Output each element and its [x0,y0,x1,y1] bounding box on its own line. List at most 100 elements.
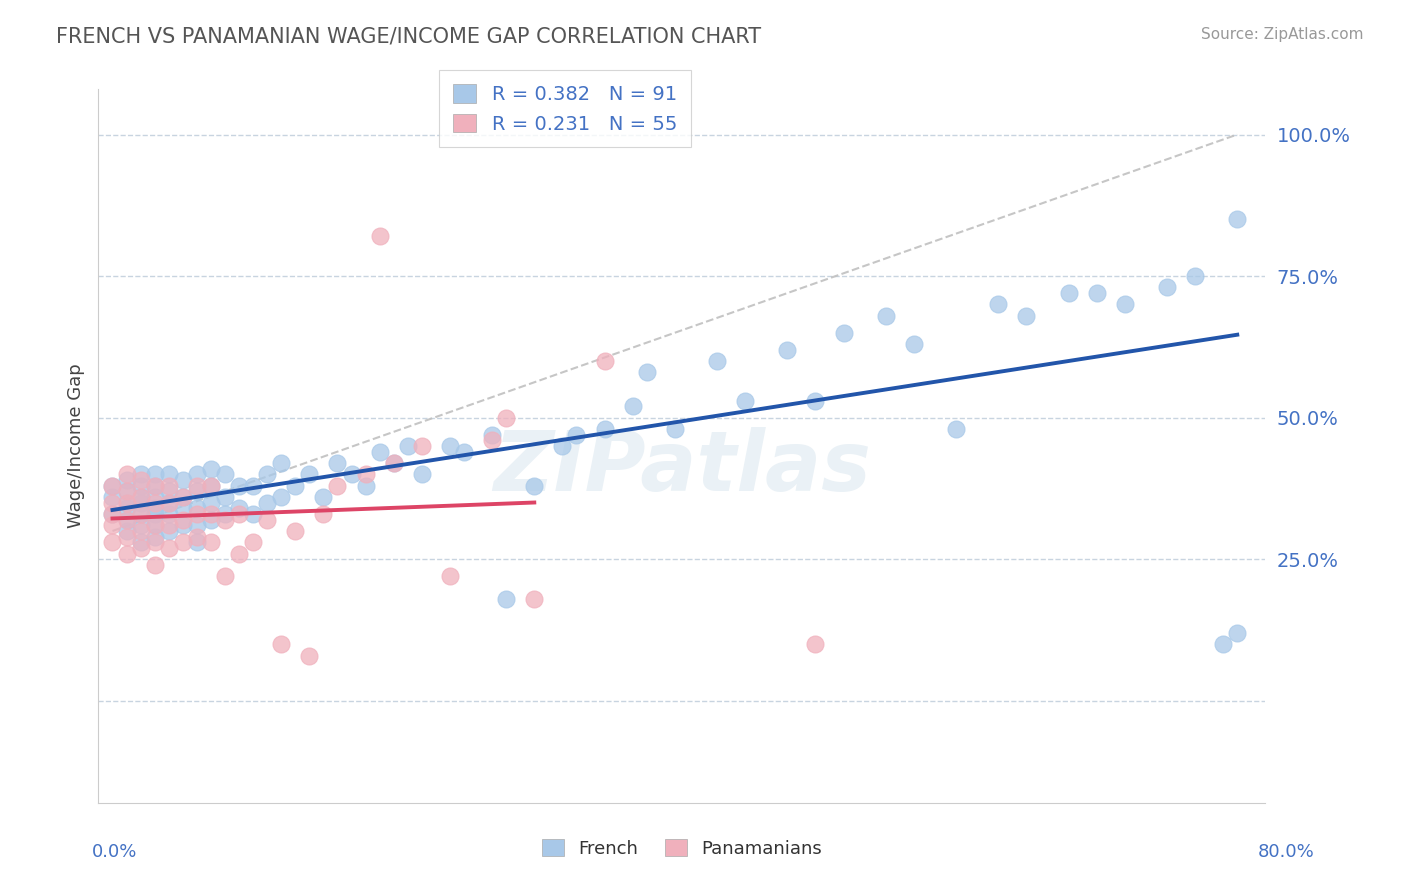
Point [115,467,138,482]
Point [706,354,728,368]
Point [129,490,152,504]
Point [551,439,574,453]
Point [200,478,222,492]
Point [172,513,194,527]
Point [186,467,208,482]
Point [143,501,166,516]
Point [129,467,152,482]
Point [481,427,503,442]
Point [804,637,827,651]
Point [312,507,335,521]
Point [157,484,180,499]
Point [143,507,166,521]
Point [115,513,138,527]
Point [115,495,138,509]
Point [157,507,180,521]
Point [157,541,180,555]
Point [1057,286,1080,301]
Point [228,478,250,492]
Point [256,495,278,509]
Point [101,495,124,509]
Point [354,467,377,482]
Point [129,535,152,549]
Point [228,501,250,516]
Point [382,456,405,470]
Point [481,434,503,448]
Point [157,495,180,509]
Point [101,478,124,492]
Point [115,530,138,544]
Point [298,467,321,482]
Point [143,490,166,504]
Point [636,365,658,379]
Point [115,524,138,538]
Point [664,422,686,436]
Point [101,507,124,521]
Point [143,478,166,492]
Text: Source: ZipAtlas.com: Source: ZipAtlas.com [1201,27,1364,42]
Point [284,524,307,538]
Point [143,518,166,533]
Point [987,297,1010,311]
Point [172,490,194,504]
Point [129,507,152,521]
Point [214,467,236,482]
Point [186,478,208,492]
Text: ZIPatlas: ZIPatlas [494,427,870,508]
Point [495,591,517,606]
Point [143,530,166,544]
Point [354,478,377,492]
Point [129,507,152,521]
Point [101,518,124,533]
Point [157,467,180,482]
Point [368,444,391,458]
Point [101,490,124,504]
Point [1085,286,1108,301]
Point [1212,637,1234,651]
Point [143,535,166,549]
Point [1156,280,1178,294]
Point [186,484,208,499]
Point [115,484,138,499]
Text: 80.0%: 80.0% [1258,843,1315,861]
Point [903,337,925,351]
Point [186,530,208,544]
Point [129,518,152,533]
Point [776,343,799,357]
Point [157,518,180,533]
Point [200,461,222,475]
Point [439,569,461,583]
Point [143,518,166,533]
Point [200,513,222,527]
Point [875,309,897,323]
Point [200,478,222,492]
Point [157,478,180,492]
Point [186,507,208,521]
Point [157,495,180,509]
Point [270,637,292,651]
Point [214,569,236,583]
Point [129,495,152,509]
Point [101,507,124,521]
Point [228,507,250,521]
Point [340,467,363,482]
Point [270,456,292,470]
Point [1184,269,1206,284]
Point [172,473,194,487]
Point [172,535,194,549]
Point [129,490,152,504]
Point [172,518,194,533]
Point [593,422,616,436]
Point [1015,309,1038,323]
Point [382,456,405,470]
Point [115,547,138,561]
Point [186,501,208,516]
Point [832,326,855,340]
Point [326,456,349,470]
Y-axis label: Wage/Income Gap: Wage/Income Gap [66,364,84,528]
Point [129,473,152,487]
Text: FRENCH VS PANAMANIAN WAGE/INCOME GAP CORRELATION CHART: FRENCH VS PANAMANIAN WAGE/INCOME GAP COR… [56,27,762,46]
Point [439,439,461,453]
Point [214,507,236,521]
Point [523,591,546,606]
